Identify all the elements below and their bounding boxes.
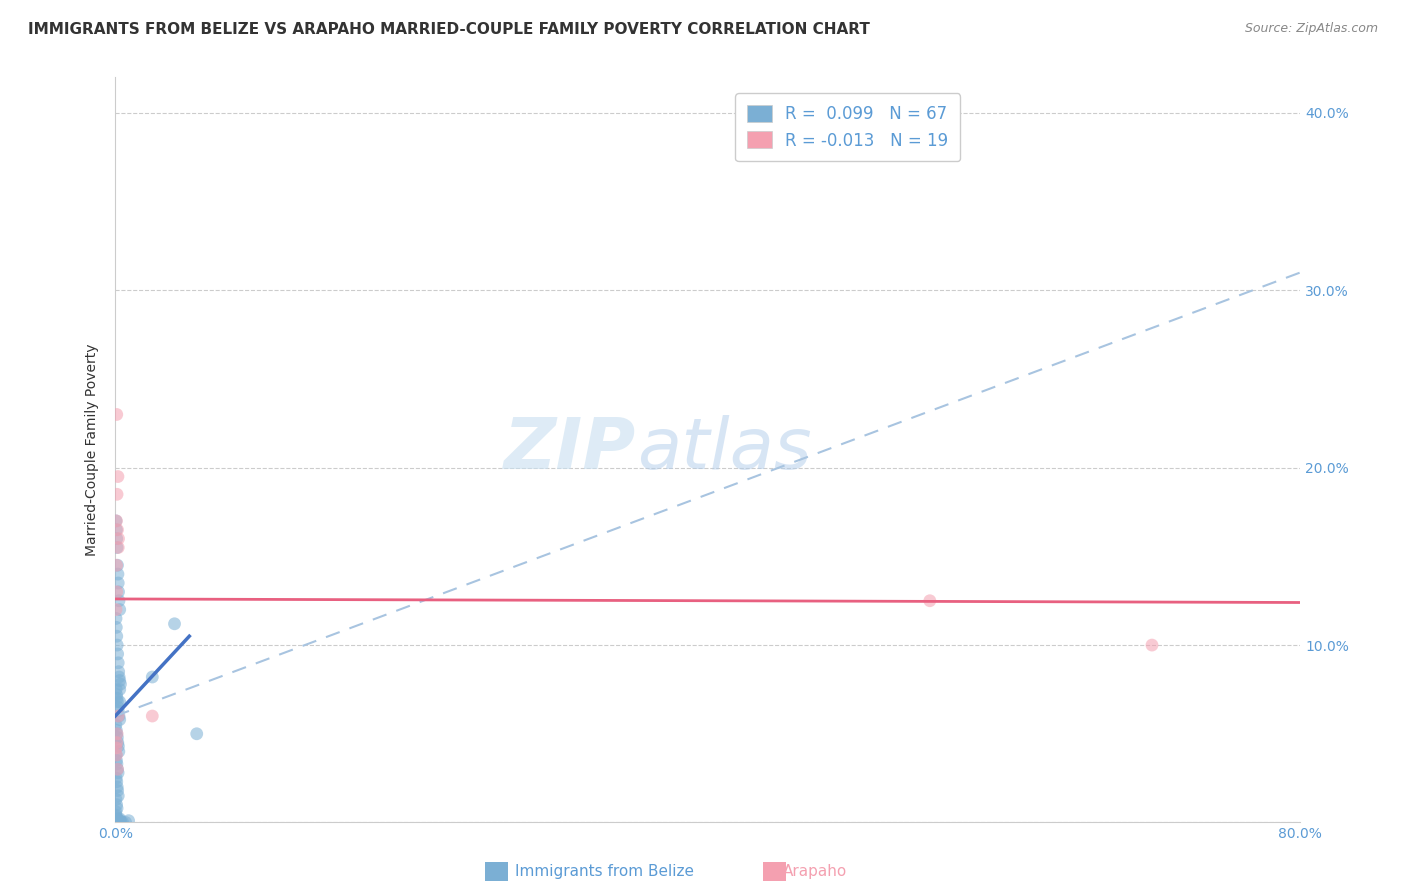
Point — [107, 665, 129, 679]
Point — [108, 695, 131, 709]
Point — [107, 647, 129, 661]
Point — [105, 727, 128, 741]
Point — [107, 739, 129, 754]
Point — [111, 815, 134, 830]
Point — [105, 771, 128, 785]
Text: Arapaho: Arapaho — [783, 863, 848, 879]
Point — [107, 762, 129, 776]
Point — [105, 792, 128, 806]
Point — [107, 523, 129, 537]
Point — [108, 682, 131, 697]
Point — [108, 593, 131, 607]
Point — [107, 704, 129, 718]
Text: Immigrants from Belize: Immigrants from Belize — [515, 863, 695, 879]
Point — [108, 713, 131, 727]
Point — [105, 638, 128, 652]
Point — [105, 541, 128, 555]
Point — [104, 718, 127, 732]
Point — [105, 808, 128, 822]
Point — [105, 801, 128, 815]
Point — [107, 567, 129, 582]
Point — [105, 756, 128, 771]
Point — [141, 709, 163, 723]
Point — [105, 736, 128, 750]
Point — [108, 602, 131, 616]
Point — [105, 812, 128, 826]
Legend: R =  0.099   N = 67, R = -0.013   N = 19: R = 0.099 N = 67, R = -0.013 N = 19 — [735, 94, 960, 161]
Point — [107, 783, 129, 797]
Point — [105, 602, 128, 616]
Point — [117, 814, 139, 828]
Point — [105, 731, 128, 745]
Point — [107, 576, 129, 591]
Point — [114, 815, 136, 830]
Point — [105, 514, 128, 528]
Text: ZIP: ZIP — [505, 416, 637, 484]
Point — [141, 670, 163, 684]
Point — [105, 810, 128, 824]
Point — [105, 487, 128, 501]
Point — [107, 532, 129, 546]
Point — [105, 723, 128, 738]
Point — [108, 709, 131, 723]
Point — [110, 815, 132, 830]
Point — [110, 814, 132, 828]
Text: IMMIGRANTS FROM BELIZE VS ARAPAHO MARRIED-COUPLE FAMILY POVERTY CORRELATION CHAR: IMMIGRANTS FROM BELIZE VS ARAPAHO MARRIE… — [28, 22, 870, 37]
Point — [105, 514, 128, 528]
Point — [105, 727, 128, 741]
Point — [105, 747, 128, 762]
Point — [1140, 638, 1163, 652]
Point — [105, 629, 128, 643]
Point — [107, 814, 129, 828]
Point — [105, 408, 128, 422]
Point — [107, 709, 129, 723]
Text: atlas: atlas — [637, 416, 811, 484]
Point — [108, 744, 131, 758]
Point — [918, 593, 941, 607]
Point — [107, 656, 129, 670]
Point — [107, 700, 129, 714]
Point — [163, 616, 186, 631]
Point — [105, 747, 128, 762]
Point — [105, 682, 128, 697]
Point — [105, 611, 128, 625]
Point — [107, 762, 129, 776]
Point — [105, 814, 128, 828]
Point — [108, 673, 131, 688]
Point — [107, 469, 129, 483]
Point — [105, 753, 128, 767]
Point — [108, 812, 131, 826]
Point — [105, 797, 128, 812]
Point — [186, 727, 208, 741]
Point — [105, 532, 128, 546]
Point — [107, 765, 129, 780]
Point — [105, 558, 128, 573]
Point — [107, 815, 129, 830]
Point — [107, 695, 129, 709]
Point — [107, 558, 129, 573]
Point — [105, 585, 128, 599]
Point — [108, 814, 131, 828]
Point — [105, 523, 128, 537]
Point — [107, 585, 129, 599]
Point — [105, 780, 128, 794]
Y-axis label: Married-Couple Family Poverty: Married-Couple Family Poverty — [86, 343, 100, 557]
Point — [105, 741, 128, 756]
Point — [104, 805, 127, 819]
Text: Source: ZipAtlas.com: Source: ZipAtlas.com — [1244, 22, 1378, 36]
Point — [107, 736, 129, 750]
Point — [105, 691, 128, 706]
Point — [107, 789, 129, 803]
Point — [105, 620, 128, 634]
Point — [107, 541, 129, 555]
Point — [108, 670, 131, 684]
Point — [105, 774, 128, 789]
Point — [110, 677, 132, 691]
Point — [105, 688, 128, 702]
